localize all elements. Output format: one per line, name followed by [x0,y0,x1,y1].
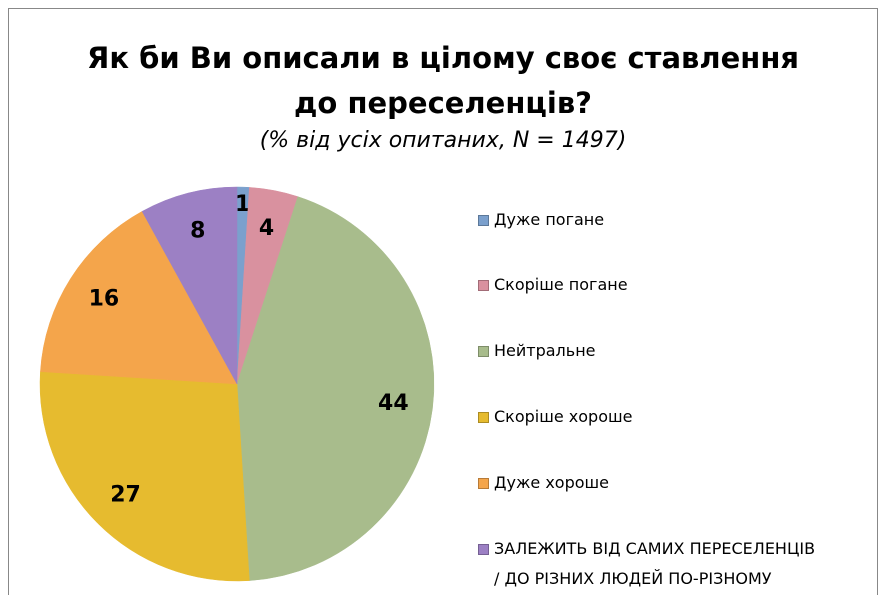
legend-swatch [478,478,489,489]
legend-label: Скоріше хороше [494,407,633,426]
data-label: 27 [110,482,141,507]
legend-item: ЗАЛЕЖИТЬ ВІД САМИХ ПЕРЕСЕЛЕНЦІВ / ДО РІЗ… [478,534,815,594]
legend-swatch [478,346,489,357]
legend-label: ЗАЛЕЖИТЬ ВІД САМИХ ПЕРЕСЕЛЕНЦІВ / ДО РІЗ… [494,539,816,588]
legend-item: Скоріше хороше [478,402,632,432]
legend-swatch [478,544,489,555]
data-label: 8 [190,218,205,243]
data-label: 4 [259,216,274,241]
data-label: 44 [378,391,409,416]
pie-slice [236,196,435,581]
chart-title: Як би Ви описали в цілому своє ставлення… [86,41,799,120]
legend-label: Дуже погане [494,210,605,229]
legend-item: Скоріше погане [478,270,628,300]
data-label: 16 [89,287,120,312]
legend-item: Дуже хороше [478,468,609,498]
legend-item: Нейтральне [478,336,596,366]
pie-slice [39,371,250,582]
chart-frame [8,8,878,595]
legend-item: Дуже погане [478,205,604,235]
legend-swatch [478,280,489,291]
legend-label: Нейтральне [494,341,596,360]
chart-subtitle: (% від усіх опитаних, N = 1497) [259,128,627,153]
legend-label: Дуже хороше [494,473,609,492]
data-label: 1 [235,192,250,217]
pie-slice [40,211,238,385]
legend-swatch [478,215,489,226]
pie-slice [141,186,238,385]
legend-label: Скоріше погане [494,275,628,294]
legend-swatch [478,412,489,423]
